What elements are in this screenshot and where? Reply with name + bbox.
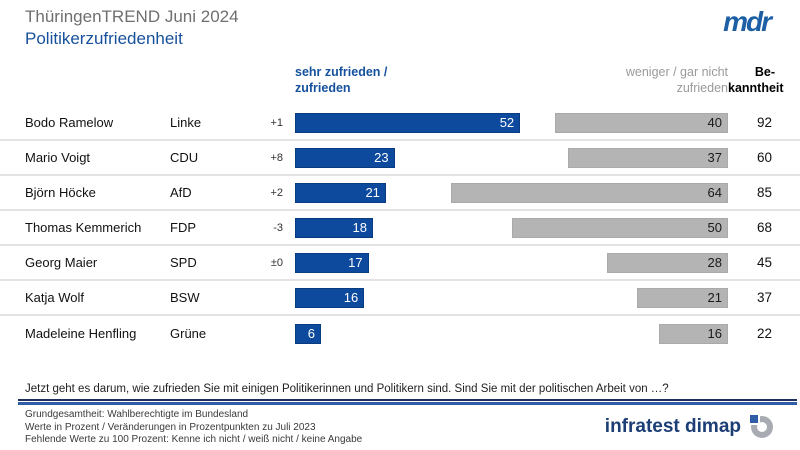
header-unsatisfied-line2: zufrieden xyxy=(676,81,728,96)
unsatisfied-value: 21 xyxy=(707,290,722,305)
survey-question: Jetzt geht es darum, wie zufrieden Sie m… xyxy=(25,383,669,395)
column-headers: sehr zufrieden / zufrieden weniger / gar… xyxy=(0,64,800,97)
header-awareness-line1: Be- xyxy=(754,65,775,79)
satisfied-value: 23 xyxy=(374,150,389,165)
awareness-value: 85 xyxy=(756,185,772,200)
awareness-value: 60 xyxy=(756,150,772,165)
unsatisfied-bar: 37 xyxy=(567,147,728,168)
unsatisfied-value: 16 xyxy=(707,326,722,341)
satisfied-bar: 23 xyxy=(295,147,395,168)
satisfied-value: 21 xyxy=(365,185,380,200)
satisfied-value: 17 xyxy=(348,255,363,270)
divider-rule-bottom xyxy=(18,402,797,405)
report-subtitle: ThüringenTREND Juni 2024 xyxy=(25,7,239,26)
methodology-line1: Grundgesamtheit: Wahlberechtigte im Bund… xyxy=(25,409,249,420)
change-value: -3 xyxy=(273,221,283,234)
politician-name: Madeleine Henfling xyxy=(25,326,137,341)
bar-track: 6 16 xyxy=(295,323,728,344)
satisfied-bar: 52 xyxy=(295,112,521,133)
bar-track: 52 40 xyxy=(295,112,728,133)
satisfied-bar: 16 xyxy=(295,287,365,308)
change-value: +8 xyxy=(270,151,283,164)
unsatisfied-value: 64 xyxy=(707,185,722,200)
awareness-value: 37 xyxy=(756,290,772,305)
party-label: SPD xyxy=(170,255,197,270)
satisfied-value: 18 xyxy=(352,220,367,235)
satisfied-bar: 6 xyxy=(295,323,321,344)
unsatisfied-bar: 16 xyxy=(658,323,728,344)
unsatisfied-bar: 50 xyxy=(511,217,728,238)
party-label: AfD xyxy=(170,185,192,200)
divider-rule xyxy=(18,399,797,405)
methodology-line2: Werte in Prozent / Veränderungen in Proz… xyxy=(25,421,316,433)
mdr-logo: mdr xyxy=(723,6,772,37)
awareness-value: 92 xyxy=(756,115,772,130)
politician-name: Thomas Kemmerich xyxy=(25,220,142,235)
table-row: Bodo Ramelow Linke +1 52 40 92 xyxy=(0,106,800,141)
unsatisfied-bar: 28 xyxy=(606,252,728,273)
unsatisfied-value: 50 xyxy=(707,220,722,235)
header-satisfied-line1: sehr zufrieden / xyxy=(295,65,388,79)
infratest-dimap-brand: infratest dimap xyxy=(605,414,775,440)
unsatisfied-value: 28 xyxy=(707,255,722,270)
awareness-value: 45 xyxy=(756,255,772,270)
table-row: Thomas Kemmerich FDP -3 18 50 68 xyxy=(0,211,800,246)
bar-track: 21 64 xyxy=(295,182,728,203)
satisfied-value: 52 xyxy=(499,115,515,130)
satisfied-value: 6 xyxy=(307,326,315,341)
unsatisfied-value: 37 xyxy=(707,150,722,165)
infratest-dimap-wordmark: infratest dimap xyxy=(604,416,741,437)
party-label: FDP xyxy=(170,220,196,235)
unsatisfied-value: 40 xyxy=(707,115,722,130)
table-row: Björn Höcke AfD +2 21 64 85 xyxy=(0,176,800,211)
bar-track: 23 37 xyxy=(295,147,728,168)
methodology-line3: Fehlende Werte zu 100 Prozent: Kenne ich… xyxy=(25,434,363,445)
bar-track: 16 21 xyxy=(295,287,728,308)
awareness-value: 68 xyxy=(756,220,772,235)
bar-track: 17 28 xyxy=(295,252,728,273)
politician-name: Georg Maier xyxy=(25,255,98,270)
header-unsatisfied-line1: weniger / gar nicht xyxy=(625,65,728,79)
page-title: Politikerzufriedenheit xyxy=(25,29,183,49)
party-label: Grüne xyxy=(170,326,207,341)
title-block: ThüringenTREND Juni 2024 Politikerzufrie… xyxy=(25,6,239,51)
table-row: Georg Maier SPD ±0 17 28 45 xyxy=(0,246,800,281)
infratest-dimap-icon xyxy=(749,414,775,440)
divider-rule-top xyxy=(18,399,797,401)
change-value: +2 xyxy=(270,186,283,199)
methodology-notes: Grundgesamtheit: Wahlberechtigte im Bund… xyxy=(25,409,362,447)
unsatisfied-bar: 21 xyxy=(637,287,728,308)
header-awareness-line2: kanntheit xyxy=(728,81,784,96)
party-label: Linke xyxy=(170,115,202,130)
header-unsatisfied: weniger / gar nicht zufrieden xyxy=(626,64,728,97)
table-row: Katja Wolf BSW 16 21 37 xyxy=(0,281,800,316)
politician-name: Björn Höcke xyxy=(25,185,96,200)
table-row: Madeleine Henfling Grüne 6 16 22 xyxy=(0,316,800,351)
column-header-spacer xyxy=(0,64,295,97)
satisfied-bar: 21 xyxy=(295,182,386,203)
party-label: CDU xyxy=(170,150,199,165)
change-value: +1 xyxy=(270,116,283,129)
politician-name: Bodo Ramelow xyxy=(25,115,114,130)
satisfied-value: 16 xyxy=(343,290,359,305)
politician-name: Katja Wolf xyxy=(25,290,85,305)
table-row: Mario Voigt CDU +8 23 37 60 xyxy=(0,141,800,176)
header-satisfied: sehr zufrieden / zufrieden xyxy=(295,64,387,97)
party-label: BSW xyxy=(170,290,200,305)
bar-track: 18 50 xyxy=(295,217,728,238)
unsatisfied-bar: 40 xyxy=(554,112,728,133)
header-awareness: Be- kanntheit xyxy=(728,64,784,97)
header-satisfied-line2: zufrieden xyxy=(295,81,351,96)
satisfied-bar: 18 xyxy=(295,217,373,238)
bar-column-headers: sehr zufrieden / zufrieden weniger / gar… xyxy=(295,64,728,97)
unsatisfied-bar: 64 xyxy=(450,182,728,203)
chart-rows: Bodo Ramelow Linke +1 52 40 92 Mario Voi… xyxy=(0,106,800,351)
change-value: ±0 xyxy=(270,256,283,269)
awareness-value: 22 xyxy=(756,326,772,341)
satisfied-bar: 17 xyxy=(295,252,369,273)
politician-name: Mario Voigt xyxy=(25,150,91,165)
